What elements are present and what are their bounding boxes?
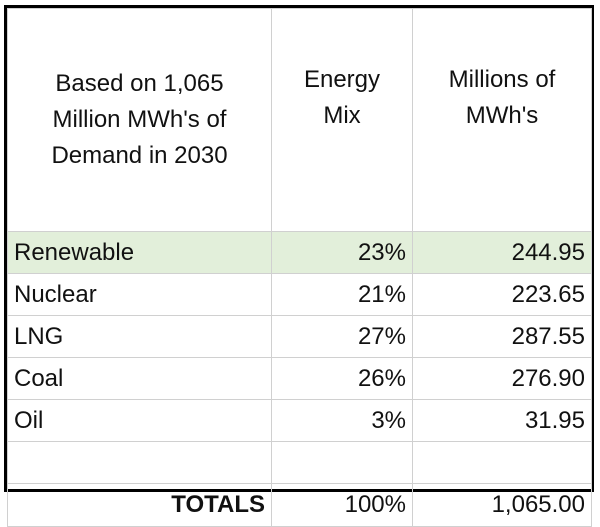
millions-mwh: 276.90 bbox=[412, 357, 592, 400]
energy-mix: 3% bbox=[271, 399, 413, 442]
header-line: Demand in 2030 bbox=[51, 142, 228, 169]
millions-mwh: 223.65 bbox=[412, 273, 592, 316]
header-line: Mix bbox=[323, 102, 361, 129]
totals-mix: 100% bbox=[271, 483, 413, 527]
data-row: Oil 3% 31.95 bbox=[7, 399, 592, 442]
totals-label: TOTALS bbox=[7, 483, 272, 527]
row-label: Coal bbox=[7, 357, 272, 400]
energy-mix: 23% bbox=[271, 231, 413, 274]
table-body: Renewable 23% 244.95 Nuclear 21% 223.65 LNG 27%… bbox=[7, 231, 592, 442]
millions-mwh: 287.55 bbox=[412, 315, 592, 358]
energy-mix: 26% bbox=[271, 357, 413, 400]
row-label: Renewable bbox=[7, 231, 272, 274]
table-frame: Based on 1,065 Million MWh's of Demand i… bbox=[4, 5, 594, 527]
data-row: LNG 27% 287.55 bbox=[7, 315, 592, 358]
empty-cell bbox=[7, 441, 272, 484]
header-cell: Based on 1,065 Million MWh's of Demand i… bbox=[7, 8, 272, 232]
header-line: Millions of bbox=[448, 66, 556, 93]
row-label: LNG bbox=[7, 315, 272, 358]
millions-mwh: 31.95 bbox=[412, 399, 592, 442]
page: Based on 1,065 Million MWh's of Demand i… bbox=[4, 5, 594, 527]
energy-mix: 27% bbox=[271, 315, 413, 358]
header-line: Based on 1,065 bbox=[55, 70, 224, 97]
row-label: Nuclear bbox=[7, 273, 272, 316]
data-row: Renewable 23% 244.95 bbox=[7, 231, 592, 274]
data-row: Coal 26% 276.90 bbox=[7, 357, 592, 400]
header-line: Energy bbox=[303, 66, 381, 93]
header-line: Million MWh's of bbox=[52, 106, 227, 133]
energy-table: Based on 1,065 Million MWh's of Demand i… bbox=[7, 8, 592, 527]
header-line: MWh's bbox=[465, 102, 539, 129]
row-label: Oil bbox=[7, 399, 272, 442]
totals-row: TOTALS 100% 1,065.00 bbox=[7, 483, 592, 527]
empty-cell bbox=[271, 441, 413, 484]
empty-cell bbox=[412, 441, 592, 484]
millions-mwh: 244.95 bbox=[412, 231, 592, 274]
header-row: Based on 1,065 Million MWh's of Demand i… bbox=[7, 8, 592, 232]
totals-mwh: 1,065.00 bbox=[412, 483, 592, 527]
header-cell: Millions of MWh's bbox=[412, 8, 592, 232]
header-cell: Energy Mix bbox=[271, 8, 413, 232]
data-row: Nuclear 21% 223.65 bbox=[7, 273, 592, 316]
energy-mix: 21% bbox=[271, 273, 413, 316]
empty-row bbox=[7, 441, 592, 484]
